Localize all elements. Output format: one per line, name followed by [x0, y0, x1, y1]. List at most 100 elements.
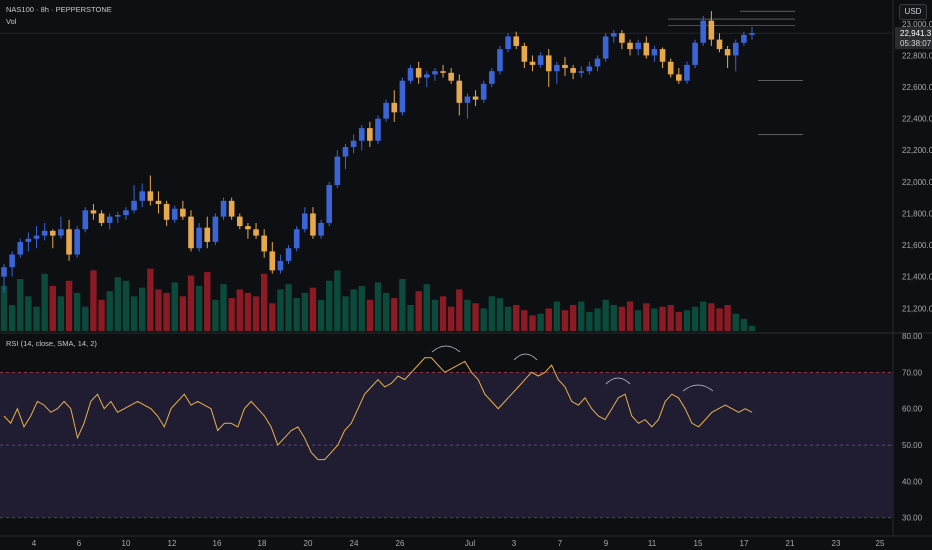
candle-body	[342, 147, 349, 157]
rsi-peak-annotation	[605, 377, 631, 385]
time-tick-label: 12	[168, 539, 177, 548]
time-tick-label: 10	[122, 539, 131, 548]
time-tick-label: 11	[648, 539, 657, 548]
time-tick-label: 3	[512, 539, 517, 548]
candle-body	[676, 74, 682, 81]
candle-body	[554, 64, 560, 72]
symbol-title: NAS100 · 8h · PEPPERSTONE	[6, 5, 112, 14]
rsi-tick-label: 80.00	[902, 332, 923, 341]
candle-body	[521, 45, 528, 62]
volume-bar	[716, 308, 723, 331]
volume-bar	[667, 305, 674, 331]
candle-body	[41, 230, 48, 236]
candle-body	[610, 33, 617, 37]
volume-bar	[643, 303, 650, 331]
volume-bar	[350, 289, 357, 331]
candle-body	[1, 267, 7, 277]
volume-bar	[65, 280, 73, 331]
volume-bar	[651, 308, 658, 331]
candle-body	[399, 80, 406, 113]
currency-button[interactable]: USD	[899, 4, 927, 20]
candle-body	[692, 42, 698, 65]
candle-body	[684, 64, 690, 81]
rsi-tick-label: 60.00	[902, 405, 923, 414]
candle-body	[17, 241, 24, 255]
time-tick-label: Jul	[465, 539, 475, 548]
volume-bar	[488, 296, 496, 331]
candle-body	[489, 71, 495, 84]
price-tick-label: 21,600.0	[902, 241, 932, 250]
volume-bar	[106, 291, 113, 331]
candle-body	[139, 191, 146, 201]
rsi-header: RSI (14, close, SMA, 14, 2)	[6, 339, 97, 348]
rsi-peak-annotation	[431, 345, 461, 353]
volume-bar	[480, 308, 487, 331]
volume-bar	[204, 272, 211, 331]
volume-bar	[561, 310, 569, 331]
candle-body	[480, 83, 487, 100]
candle-body	[245, 226, 251, 230]
price-tick-label: 22,600.0	[902, 83, 932, 92]
volume-bar	[610, 305, 617, 331]
candle-body	[562, 64, 568, 69]
volume-bar	[545, 308, 552, 331]
volume-bar	[496, 298, 504, 331]
time-tick-label: 26	[396, 539, 405, 548]
volume-bar	[374, 282, 382, 331]
volume-bar	[260, 273, 268, 331]
candle-body	[456, 80, 463, 103]
candle-body	[261, 235, 267, 252]
volume-bar	[740, 318, 748, 331]
volume-bar	[431, 299, 439, 331]
time-tick-label: 17	[740, 539, 749, 548]
volume-bar	[553, 301, 561, 331]
volume-bar	[586, 311, 593, 331]
time-tick-label: 23	[832, 539, 841, 548]
volume-bar	[594, 308, 601, 331]
price-tag-countdown: 05:38:07	[900, 39, 932, 48]
volume-bar	[472, 303, 479, 331]
time-tick-label: 21	[786, 539, 795, 548]
volume-bar	[73, 292, 81, 331]
volume-bar	[130, 296, 138, 331]
volume-bar	[41, 273, 48, 331]
volume-bar	[724, 305, 731, 331]
candle-body	[350, 140, 357, 148]
volume-bar	[49, 285, 56, 331]
volume-bar	[504, 306, 512, 331]
candle-body	[147, 191, 154, 201]
candle-body	[497, 49, 503, 72]
candle-body	[448, 72, 454, 81]
volume-bar	[309, 287, 317, 331]
volume-bar	[366, 299, 374, 331]
volume-bar	[163, 292, 170, 331]
candle-body	[578, 71, 585, 73]
candle-body	[367, 128, 373, 141]
candle-body	[732, 42, 739, 56]
candle-body	[423, 74, 430, 78]
candle-body	[432, 71, 438, 75]
volume-bar	[618, 306, 626, 331]
volume-bar	[212, 299, 219, 331]
volume-bar	[301, 292, 309, 331]
candle-body	[529, 61, 536, 65]
volume-bar	[334, 270, 341, 331]
candle-body	[602, 36, 609, 59]
volume-bar	[317, 299, 325, 331]
volume-bar	[659, 306, 666, 331]
candle-body	[643, 42, 650, 56]
volume-bar	[139, 287, 146, 331]
candle-body	[212, 216, 219, 242]
candle-body	[58, 229, 64, 236]
candle-body	[627, 42, 633, 50]
candle-body	[310, 213, 316, 236]
volume-bar	[399, 279, 406, 331]
volume-bar	[732, 313, 739, 331]
rsi-tick-label: 50.00	[902, 441, 923, 450]
candle-body	[236, 216, 243, 227]
volume-bar	[626, 301, 634, 331]
candle-body	[33, 235, 40, 239]
candle-body	[586, 66, 593, 72]
candle-body	[302, 213, 308, 230]
